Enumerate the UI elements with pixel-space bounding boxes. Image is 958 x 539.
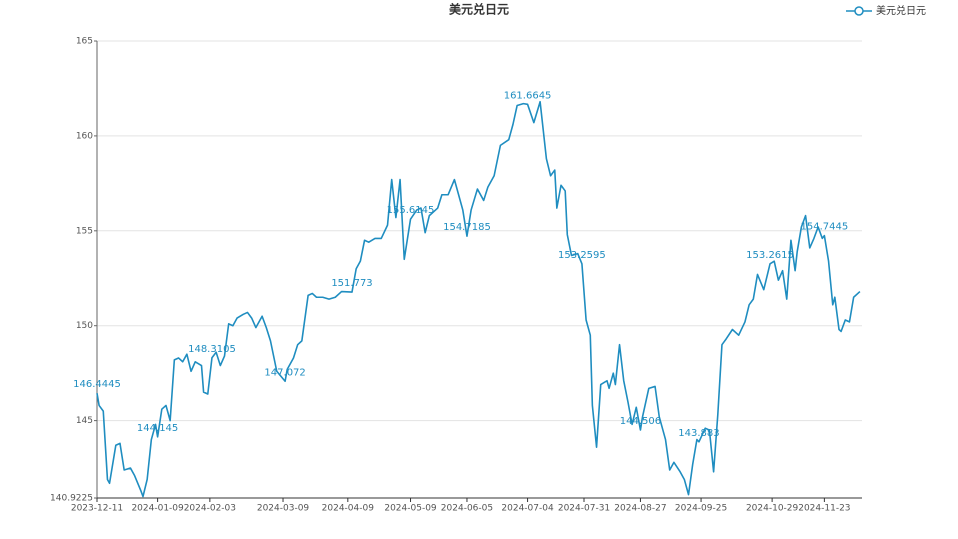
x-tick-label: 2024-08-27 <box>614 504 666 514</box>
legend[interactable]: 美元兑日元 <box>846 4 926 17</box>
x-tick-label: 2024-11-23 <box>798 504 850 514</box>
x-tick-label: 2024-01-09 <box>131 504 184 514</box>
data-label: 143.883 <box>678 428 719 439</box>
x-tick-label: 2024-07-31 <box>558 504 610 514</box>
data-label: 151.773 <box>331 278 372 289</box>
x-tick-label: 2024-02-03 <box>184 504 236 514</box>
grid: 140.9225 145 150 155 160 165 2023-12-11 2024-01… <box>50 37 862 514</box>
data-label: 154.7185 <box>443 222 491 233</box>
data-line <box>96 100 861 498</box>
y-tick-label: 160 <box>76 131 93 141</box>
legend-label: 美元兑日元 <box>876 4 926 17</box>
x-tick-label: 2024-04-09 <box>322 504 375 514</box>
y-tick-label: 140.9225 <box>50 494 93 504</box>
data-label: 146.4445 <box>73 379 121 390</box>
x-tick-label: 2024-05-09 <box>384 504 437 514</box>
y-tick-label: 165 <box>76 37 93 47</box>
y-tick-label: 150 <box>76 321 93 331</box>
chart-title: 美元兑日元 <box>449 2 509 17</box>
x-tick-label: 2024-03-09 <box>257 504 310 514</box>
data-label: 155.6145 <box>387 205 435 216</box>
x-tick-label: 2024-06-05 <box>441 504 493 514</box>
data-label: 154.7445 <box>801 222 849 233</box>
data-label: 161.6645 <box>504 90 552 101</box>
x-tick-label: 2024-09-25 <box>675 504 727 514</box>
legend-item[interactable]: 美元兑日元 <box>846 4 926 17</box>
plot: 146.4445 144.145 148.3105 147.072 151.773 155… <box>73 90 861 498</box>
data-label: 148.3105 <box>188 344 236 355</box>
x-tick-label: 2023-12-11 <box>71 504 123 514</box>
data-label: 144.145 <box>137 423 178 434</box>
data-label: 153.2595 <box>558 250 606 261</box>
data-label: 144.506 <box>620 416 661 427</box>
data-label: 153.2615 <box>746 250 794 261</box>
x-tick-label: 2024-10-29 <box>746 504 799 514</box>
y-tick-label: 155 <box>76 226 93 236</box>
y-tick-label: 145 <box>76 416 93 426</box>
legend-swatch <box>854 6 864 16</box>
data-label: 147.072 <box>264 367 305 378</box>
x-tick-label: 2024-07-04 <box>501 504 554 514</box>
